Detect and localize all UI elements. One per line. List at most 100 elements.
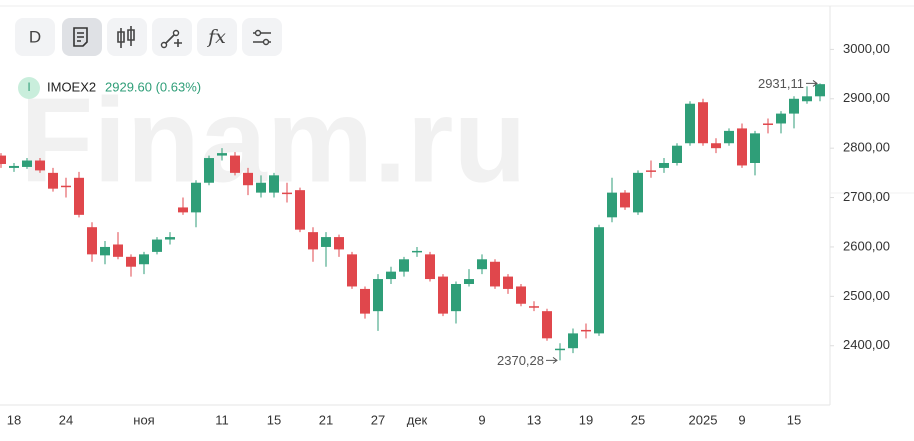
candle-body	[568, 333, 578, 349]
x-tick-label: ноя	[133, 412, 154, 427]
candle-body	[61, 185, 71, 188]
x-tick-label: дек	[407, 412, 428, 427]
candle-body	[776, 113, 786, 124]
candle-body	[269, 175, 279, 193]
candle-body	[750, 133, 760, 163]
y-tick-label: 2600,00	[843, 238, 890, 253]
candle-body	[425, 254, 435, 280]
y-tick-label: 2800,00	[843, 140, 890, 155]
candle-body	[360, 288, 370, 314]
x-tick-label: 2025	[689, 412, 718, 427]
candle-body	[0, 155, 6, 164]
candle-body	[659, 162, 669, 168]
toolbar: D fx	[15, 18, 282, 56]
candle-body	[594, 227, 604, 334]
candle-body	[87, 227, 97, 255]
x-tick-label: 11	[215, 412, 229, 427]
annotation-label: 2931,11	[758, 76, 804, 91]
candle-body	[412, 250, 422, 253]
y-tick-label: 2900,00	[843, 90, 890, 105]
candle-body	[217, 153, 227, 156]
settings-knob	[262, 38, 270, 46]
x-tick-label: 27	[371, 412, 385, 427]
x-tick-label: 15	[267, 412, 281, 427]
candle-body	[100, 246, 110, 256]
candle-body	[698, 102, 708, 144]
candle-body	[607, 192, 617, 218]
candle-body	[295, 190, 305, 230]
candle-body	[256, 182, 266, 193]
interval-button[interactable]	[15, 18, 55, 56]
x-tick-label: 9	[478, 412, 485, 427]
candle-body	[763, 123, 773, 125]
candle-body	[477, 259, 487, 270]
candle-body	[464, 279, 474, 284]
x-tick-label: 21	[319, 412, 333, 427]
candle-body	[789, 98, 799, 114]
y-tick-label: 2500,00	[843, 288, 890, 303]
candle-body	[542, 311, 552, 339]
candle-body	[230, 155, 240, 173]
candle-body	[282, 192, 292, 195]
annotation-arrow	[806, 80, 818, 87]
candle-body	[451, 283, 461, 312]
y-tick-label: 3000,00	[843, 41, 890, 56]
x-tick-label: 15	[787, 412, 801, 427]
legend: I IMOEX2 2929.60 (0.63%)	[18, 77, 201, 99]
candle-body	[139, 254, 149, 265]
candle-body	[373, 279, 383, 312]
annotation-arrow	[546, 357, 558, 364]
x-tick-label: 13	[527, 412, 541, 427]
candle-body	[22, 160, 32, 167]
candle-body	[308, 232, 318, 250]
candles-icon	[117, 26, 135, 48]
candles-button[interactable]	[107, 18, 147, 56]
chart-type-icon	[73, 27, 88, 47]
candle-body	[178, 207, 188, 213]
candle-body	[191, 182, 201, 213]
legend-badge	[18, 77, 40, 99]
candle-body	[711, 143, 721, 149]
settings-knob	[254, 29, 262, 37]
candle-body	[165, 237, 175, 240]
indicators-label: fx	[206, 26, 226, 48]
candle-body	[737, 128, 747, 166]
candle-body	[620, 192, 630, 208]
candle-body	[399, 259, 409, 272]
legend-quote: 2929.60 (0.63%)	[105, 79, 201, 94]
candle-body	[516, 286, 526, 304]
candle-body	[35, 160, 45, 171]
candle-body	[672, 145, 682, 163]
candle-body	[126, 256, 136, 267]
interval-label: D	[29, 27, 41, 46]
settings-button[interactable]	[242, 18, 282, 56]
candle-body	[724, 130, 734, 144]
x-tick-label: 19	[579, 412, 593, 427]
candle-body	[490, 261, 500, 287]
candle-body	[243, 172, 253, 186]
indicators-button[interactable]	[197, 18, 237, 56]
draw-icon-dot	[172, 29, 180, 37]
candle-body	[347, 254, 357, 287]
draw-icon-dot	[160, 41, 168, 49]
candle-body	[555, 348, 565, 351]
legend-name: IMOEX2	[47, 79, 96, 94]
candle-body	[152, 239, 162, 252]
plot: 2400,00 2500,00 2600,00 2700,00 2800,00 2900,…	[0, 41, 890, 427]
x-tick-label: 18	[7, 412, 21, 427]
candle-body	[386, 271, 396, 280]
candle-body	[204, 158, 214, 183]
annotation-label: 2370,28	[497, 353, 544, 368]
candle-body	[334, 237, 344, 250]
x-tick-label: 25	[631, 412, 645, 427]
y-tick-label: 2700,00	[843, 189, 890, 204]
y-tick-label: 2400,00	[843, 337, 890, 352]
candle-body	[113, 244, 123, 257]
candle-body	[529, 306, 539, 308]
x-tick-label: 9	[738, 412, 745, 427]
candle-body	[48, 172, 58, 189]
candle-body	[815, 84, 825, 97]
candle-body	[321, 237, 331, 247]
candle-body	[802, 96, 812, 102]
candle-body	[438, 276, 448, 314]
